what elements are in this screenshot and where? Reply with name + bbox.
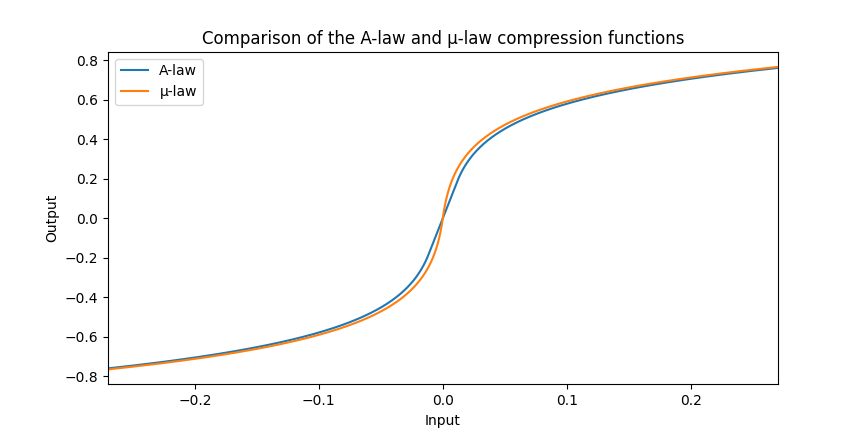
μ-law [103,367,113,372]
A-law [234,348,245,353]
μ-law [130,364,141,369]
A-law [103,366,113,371]
A-law [105,365,116,371]
μ-law [143,362,153,368]
Title: Comparison of the A-law and μ-law compression functions: Comparison of the A-law and μ-law compre… [201,29,684,48]
A-law [430,235,441,240]
A-law [737,70,747,75]
Legend: A-law, μ-law: A-law, μ-law [115,59,203,105]
X-axis label: Input: Input [425,414,461,428]
A-law [130,362,141,368]
μ-law [234,349,245,355]
A-law [143,361,153,366]
Y-axis label: Output: Output [45,194,59,242]
μ-law [737,68,747,73]
Line: μ-law: μ-law [108,67,778,369]
μ-law [105,366,116,372]
μ-law [430,249,441,254]
Line: A-law: A-law [108,68,778,368]
μ-law [772,64,783,70]
A-law [772,65,783,70]
